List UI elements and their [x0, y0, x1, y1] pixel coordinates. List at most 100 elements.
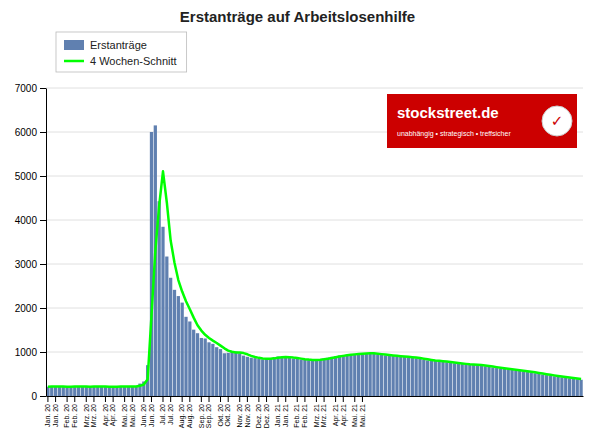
grid-line — [46, 264, 583, 265]
x-tick-label: Okt. 20 — [224, 404, 231, 427]
x-tick-mark — [297, 396, 298, 402]
x-tick-label: Sep. 20 — [205, 404, 213, 428]
logo-box — [387, 94, 577, 148]
bar — [487, 367, 490, 396]
x-tick-label: Nov. 20 — [236, 404, 243, 428]
x-tick-label: Mrz. 21 — [313, 404, 320, 427]
bar — [257, 359, 260, 396]
bar — [461, 364, 464, 396]
x-tick-label: Jan. 20 — [44, 404, 51, 427]
bar — [380, 355, 383, 396]
x-tick: Mrz. 20 — [83, 396, 90, 427]
legend-label: Erstanträge — [90, 39, 147, 51]
y-tick-mark — [40, 176, 46, 177]
x-tick-mark — [162, 396, 163, 402]
plot-area — [46, 125, 582, 396]
bar — [192, 330, 195, 396]
x-tick: Jul. 20 — [159, 396, 166, 425]
bar — [69, 387, 72, 396]
x-tick-mark — [335, 396, 336, 402]
x-tick-mark — [362, 396, 363, 402]
bar — [480, 366, 483, 396]
x-tick: Feb. 20 — [71, 396, 78, 428]
x-tick: Feb. 21 — [293, 396, 300, 428]
bar — [311, 360, 314, 396]
bar — [315, 360, 318, 396]
bar — [445, 362, 448, 396]
bar — [211, 344, 214, 396]
bar — [342, 355, 345, 396]
x-tick: Mai. 20 — [121, 396, 128, 427]
x-tick-mark — [132, 396, 133, 402]
x-tick: Okt. 20 — [224, 396, 231, 427]
bar — [395, 356, 398, 396]
x-axis-line — [47, 396, 584, 397]
x-tick-mark — [316, 396, 317, 402]
y-tick-mark — [40, 132, 46, 133]
x-tick: Sep. 20 — [205, 396, 213, 428]
y-tick: 6000 — [15, 127, 46, 138]
x-tick: Mrz. 21 — [313, 396, 320, 427]
bar — [161, 227, 164, 396]
bar — [426, 360, 429, 396]
bar — [261, 359, 264, 396]
bar — [165, 257, 168, 396]
bar — [330, 357, 333, 396]
bar — [338, 355, 341, 396]
bar — [392, 356, 395, 396]
logo: stockstreet.de unabhängig • strategisch •… — [387, 94, 577, 148]
bar — [368, 353, 371, 396]
x-tick-mark — [189, 396, 190, 402]
bar — [322, 358, 325, 396]
bar — [127, 387, 130, 396]
bar — [88, 387, 91, 396]
x-tick-label: Apr. 20 — [109, 404, 117, 426]
x-tick-label: Feb. 20 — [71, 404, 78, 428]
bar — [579, 380, 582, 396]
legend: Erstanträge 4 Wochen-Schnitt — [56, 32, 187, 72]
y-tick: 0 — [31, 391, 46, 402]
x-tick-mark — [55, 396, 56, 402]
bar — [438, 361, 441, 396]
bar — [353, 354, 356, 396]
bar — [242, 356, 245, 396]
bar — [564, 378, 567, 396]
bar — [472, 365, 475, 396]
x-tick-label: Mai. 20 — [121, 404, 128, 427]
bar — [238, 353, 241, 396]
bar — [196, 333, 199, 396]
bar — [326, 358, 329, 396]
x-tick-label: Dez. 20 — [255, 404, 262, 428]
x-tick-mark — [74, 396, 75, 402]
y-tick: 3000 — [15, 259, 46, 270]
bar — [173, 290, 176, 396]
bar — [58, 387, 61, 396]
x-tick-mark — [86, 396, 87, 402]
y-tick: 7000 — [15, 83, 46, 94]
bar — [296, 359, 299, 396]
bar — [85, 387, 88, 396]
logo-text: stockstreet.de — [397, 104, 499, 121]
x-axis: Jan. 20Jan. 20Feb. 20Feb. 20Mrz. 20Mrz. … — [44, 396, 583, 428]
bar — [284, 357, 287, 396]
x-tick-label: Feb. 21 — [293, 404, 300, 428]
legend-swatch — [64, 60, 84, 63]
y-tick-label: 6000 — [15, 127, 38, 138]
x-tick-mark — [93, 396, 94, 402]
x-tick-mark — [105, 396, 106, 402]
bar — [177, 296, 180, 396]
bar — [100, 387, 103, 396]
x-tick-label: Dez. 20 — [263, 404, 270, 428]
grid-line — [46, 352, 583, 353]
grid-line — [46, 88, 583, 89]
bar — [403, 357, 406, 396]
bar — [522, 371, 525, 396]
legend-item: 4 Wochen-Schnitt — [64, 55, 177, 67]
bar — [104, 387, 107, 396]
logo-subtitle: unabhängig • strategisch • treffsicher — [397, 130, 511, 138]
bar — [541, 375, 544, 396]
bar — [537, 374, 540, 396]
bar — [357, 354, 360, 396]
x-tick-label: Jun. 20 — [148, 404, 155, 427]
x-tick-mark — [67, 396, 68, 402]
